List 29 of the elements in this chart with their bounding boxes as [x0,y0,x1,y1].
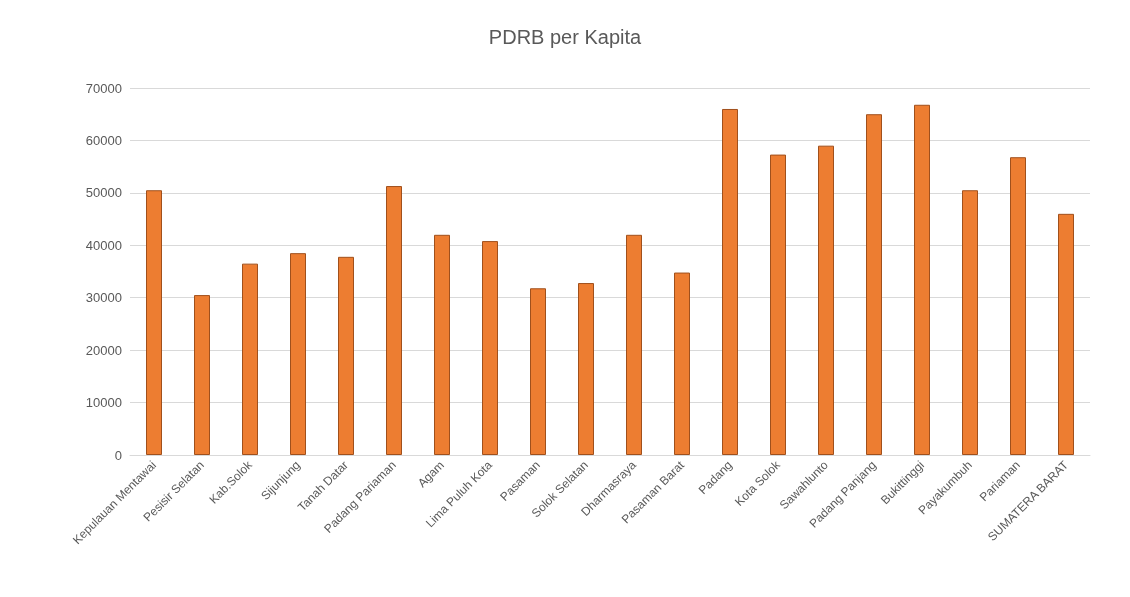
y-tick-label: 70000 [85,80,122,96]
y-tick-label: 20000 [85,342,122,358]
bar [578,283,594,455]
y-tick-label: 10000 [85,395,122,411]
bar [434,234,450,455]
bar [962,190,978,455]
bar [866,114,882,455]
y-tick-label: 40000 [85,237,122,253]
bar [290,253,306,455]
y-tick-label: 60000 [85,132,122,148]
bar [914,104,930,455]
bar [674,272,690,455]
bar [146,190,162,455]
y-tick-label: 50000 [85,185,122,201]
y-tick-label: 30000 [85,290,122,306]
bar [242,263,258,455]
bar [626,234,642,455]
chart-title: PDRB per Kapita [488,26,643,48]
bar [530,288,546,455]
y-tick-label: 0 [114,447,122,463]
bar [722,108,738,455]
bar [194,295,210,455]
bar [386,186,402,455]
bar [770,154,786,455]
bar [338,256,354,455]
bar [1058,213,1074,455]
bar [818,145,834,455]
bar [482,241,498,455]
bar [1010,157,1026,455]
